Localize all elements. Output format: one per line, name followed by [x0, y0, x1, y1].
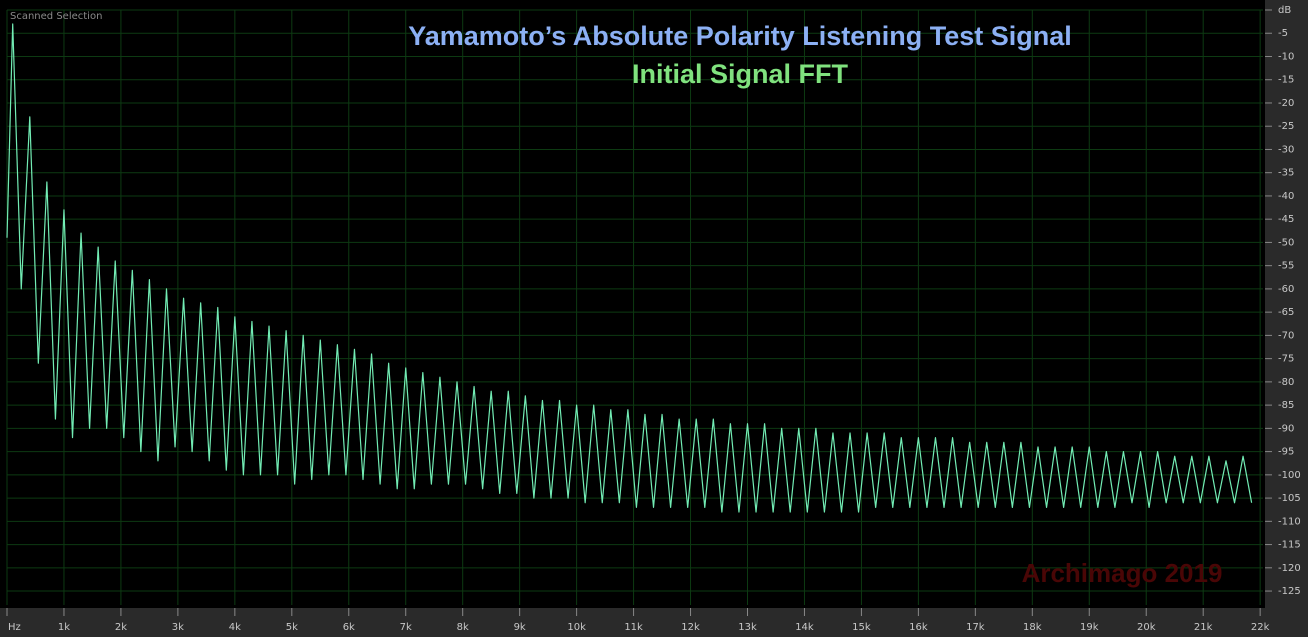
x-tick-label: 22k — [1251, 622, 1270, 633]
x-tick-label: 13k — [738, 622, 757, 633]
y-tick-label: -15 — [1278, 75, 1294, 86]
plot — [6, 23, 1253, 513]
x-tick-label: 18k — [1023, 622, 1042, 633]
y-tick-label: -95 — [1278, 447, 1294, 458]
y-tick-label: -105 — [1278, 493, 1301, 504]
x-tick-label: 15k — [852, 622, 871, 633]
y-tick-label: -80 — [1278, 377, 1294, 388]
x-tick-label: 7k — [400, 622, 412, 633]
y-tick-label: -110 — [1278, 516, 1301, 527]
x-tick-label: 4k — [229, 622, 241, 633]
x-tick-label: 6k — [343, 622, 355, 633]
watermark: Archimago 2019 — [1022, 558, 1223, 588]
y-tick-label: -50 — [1278, 237, 1294, 248]
y-tick-label: -70 — [1278, 330, 1294, 341]
x-tick-label: 16k — [909, 622, 928, 633]
x-tick-label: 10k — [567, 622, 586, 633]
x-tick-label: 19k — [1080, 622, 1099, 633]
y-tick-label: -75 — [1278, 354, 1294, 365]
chart-subtitle: Initial Signal FFT — [632, 59, 849, 89]
y-tick-label: -5 — [1278, 28, 1288, 39]
y-tick-label: -125 — [1278, 586, 1301, 597]
y-tick-label: -90 — [1278, 423, 1294, 434]
y-tick-label: -25 — [1278, 121, 1294, 132]
x-tick-label: 2k — [115, 622, 127, 633]
y-tick-label: -100 — [1278, 470, 1301, 481]
axes: Hz 1k 2k 3k 4k 5k 6k 7k 8k 9k 10k 11k 12k 13k 14k 15k 16… — [6, 5, 1301, 633]
x-tick-label: 1k — [58, 622, 70, 633]
y-tick-label: -85 — [1278, 400, 1294, 411]
y-tick-label: -35 — [1278, 168, 1294, 179]
x-tick-label: Hz — [8, 622, 21, 633]
x-tick-label: 8k — [457, 622, 469, 633]
y-tick-label: -45 — [1278, 214, 1294, 225]
panel-label: Scanned Selection — [10, 11, 102, 22]
x-axis-strip — [0, 608, 1308, 637]
y-tick-label: -10 — [1278, 51, 1294, 62]
x-tick-label: 5k — [286, 622, 298, 633]
y-tick-label: -55 — [1278, 261, 1294, 272]
chart-title: Yamamoto’s Absolute Polarity Listening T… — [408, 21, 1072, 51]
x-tick-label: 3k — [172, 622, 184, 633]
y-tick-label: -120 — [1278, 563, 1301, 574]
x-tick-label: 20k — [1137, 622, 1156, 633]
y-tick-label: -65 — [1278, 307, 1294, 318]
y-axis-strip — [1265, 0, 1308, 637]
x-tick-label: 12k — [681, 622, 700, 633]
spectrum-line — [6, 23, 1253, 513]
x-tick-label: 11k — [624, 622, 643, 633]
x-tick-label: 21k — [1194, 622, 1213, 633]
x-tick-label: 14k — [795, 622, 814, 633]
x-tick-label: 9k — [514, 622, 526, 633]
y-tick-label: -115 — [1278, 540, 1301, 551]
y-tick-label: -30 — [1278, 144, 1294, 155]
x-tick-label: 17k — [966, 622, 985, 633]
grid — [6, 9, 1263, 605]
y-tick-label: -40 — [1278, 191, 1294, 202]
y-tick-label: dB — [1278, 5, 1291, 16]
y-tick-label: -20 — [1278, 98, 1294, 109]
y-tick-label: -60 — [1278, 284, 1294, 295]
